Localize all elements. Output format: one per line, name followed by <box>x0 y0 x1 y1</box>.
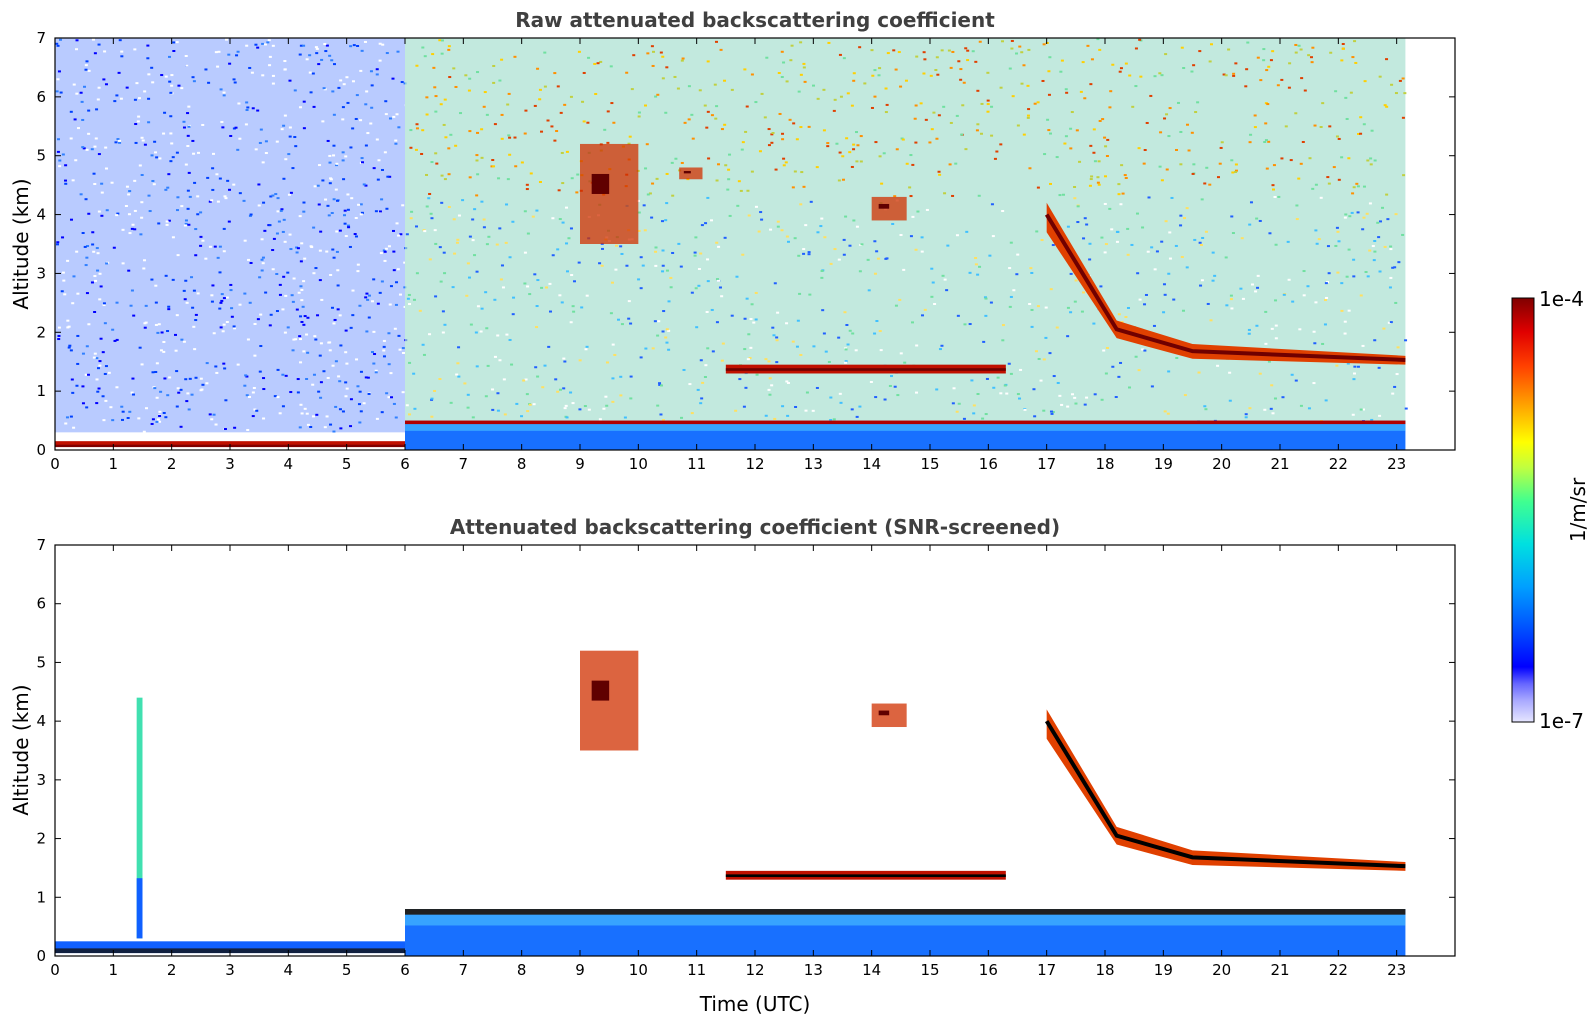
feature-noisy-background-low-snr <box>55 38 408 433</box>
y-tick-label: 5 <box>36 147 46 165</box>
y-tick-label: 0 <box>36 441 46 459</box>
x-tick-label: 0 <box>50 961 60 979</box>
x-tick-label: 15 <box>920 961 939 979</box>
panel-raw-heatmap <box>55 38 1408 450</box>
x-tick-label: 12 <box>745 961 764 979</box>
feature-vertical-plume <box>136 697 143 939</box>
y-tick-label: 3 <box>36 264 46 282</box>
panel-screened-ylabel: Altitude (km) <box>9 684 33 815</box>
feature-aerosol-patch <box>679 167 703 180</box>
y-tick-label: 7 <box>36 29 46 47</box>
x-tick-label: 19 <box>1154 961 1173 979</box>
y-tick-label: 6 <box>36 595 46 613</box>
x-tick-label: 11 <box>687 961 706 979</box>
x-tick-label: 22 <box>1329 455 1348 473</box>
feature-aerosol-patch <box>580 650 639 751</box>
colorbar-max-label: 1e-4 <box>1539 287 1584 311</box>
x-tick-label: 2 <box>167 961 177 979</box>
x-tick-label: 6 <box>400 961 410 979</box>
x-tick-label: 20 <box>1212 455 1231 473</box>
x-tick-label: 18 <box>1095 961 1114 979</box>
x-tick-label: 9 <box>575 455 585 473</box>
x-tick-label: 12 <box>745 455 764 473</box>
feature-cloud-layer <box>725 364 1006 374</box>
x-tick-label: 0 <box>50 455 60 473</box>
x-tick-label: 18 <box>1095 455 1114 473</box>
x-tick-label: 6 <box>400 455 410 473</box>
y-tick-label: 4 <box>36 206 46 224</box>
x-tick-label: 1 <box>109 961 119 979</box>
panel-raw-axes: 0 1 2 3 4 5 6 7 8 9 10 11 12 13 14 15 16 17 18 19 20 21 22 2301… <box>36 29 1455 473</box>
y-tick-label: 7 <box>36 536 46 554</box>
feature-cloud-layer <box>1044 709 1406 871</box>
panel-raw-title: Raw attenuated backscattering coefficien… <box>515 8 995 32</box>
x-tick-label: 3 <box>225 961 235 979</box>
x-tick-label: 23 <box>1387 455 1406 473</box>
x-tick-label: 13 <box>804 455 823 473</box>
x-tick-label: 14 <box>862 455 881 473</box>
y-tick-label: 3 <box>36 771 46 789</box>
panel-screened-title: Attenuated backscattering coefficient (S… <box>450 515 1060 539</box>
colorbar-gradient <box>1511 297 1535 723</box>
x-tick-label: 10 <box>629 455 648 473</box>
panel-screened-xlabel: Time (UTC) <box>699 992 811 1016</box>
x-tick-label: 16 <box>979 455 998 473</box>
x-tick-label: 21 <box>1270 961 1289 979</box>
feature-noisy-background-high-snr <box>405 38 1408 434</box>
y-tick-label: 0 <box>36 947 46 965</box>
feature-boundary-layer <box>405 420 1406 450</box>
x-tick-label: 19 <box>1154 455 1173 473</box>
panel-screened-frame <box>54 544 1456 957</box>
x-tick-label: 4 <box>284 455 294 473</box>
feature-boundary-layer <box>405 909 1406 956</box>
panel-screened-heatmap <box>55 650 1406 956</box>
y-tick-label: 6 <box>36 88 46 106</box>
y-tick-label: 1 <box>36 888 46 906</box>
x-tick-label: 9 <box>575 961 585 979</box>
x-tick-label: 23 <box>1387 961 1406 979</box>
x-tick-label: 3 <box>225 455 235 473</box>
x-tick-label: 16 <box>979 961 998 979</box>
x-tick-label: 1 <box>109 455 119 473</box>
colorbar-min-label: 1e-7 <box>1539 709 1584 733</box>
feature-aerosol-patch <box>871 703 907 728</box>
x-tick-label: 15 <box>920 455 939 473</box>
x-tick-label: 7 <box>459 455 469 473</box>
colorbar: 1e-4 1e-7 1/m/sr <box>1511 287 1590 733</box>
x-tick-label: 7 <box>459 961 469 979</box>
y-tick-label: 1 <box>36 382 46 400</box>
panel-raw-ylabel: Altitude (km) <box>9 178 33 309</box>
x-tick-label: 20 <box>1212 961 1231 979</box>
panel-raw: Raw attenuated backscattering coefficien… <box>9 8 1456 473</box>
x-tick-label: 10 <box>629 961 648 979</box>
x-tick-label: 13 <box>804 961 823 979</box>
x-tick-label: 14 <box>862 961 881 979</box>
feature-cloud-layer <box>1044 202 1406 365</box>
x-tick-label: 5 <box>342 961 352 979</box>
x-tick-label: 8 <box>517 455 527 473</box>
panel-screened: Attenuated backscattering coefficient (S… <box>9 515 1456 1016</box>
feature-cloud-layer <box>725 870 1006 880</box>
x-tick-label: 4 <box>284 961 294 979</box>
x-tick-label: 5 <box>342 455 352 473</box>
y-tick-label: 5 <box>36 653 46 671</box>
feature-aerosol-patch <box>871 196 907 221</box>
y-tick-label: 2 <box>36 323 46 341</box>
x-tick-label: 21 <box>1270 455 1289 473</box>
x-tick-label: 17 <box>1037 455 1056 473</box>
x-tick-label: 17 <box>1037 961 1056 979</box>
y-tick-label: 2 <box>36 830 46 848</box>
x-tick-label: 22 <box>1329 961 1348 979</box>
panel-screened-axes: 0 1 2 3 4 5 6 7 8 9 10 11 12 13 14 15 16 17 18 19 20 21 22 2301… <box>36 536 1455 979</box>
x-tick-label: 8 <box>517 961 527 979</box>
x-tick-label: 2 <box>167 455 177 473</box>
y-tick-label: 4 <box>36 712 46 730</box>
x-tick-label: 11 <box>687 455 706 473</box>
colorbar-unit-label: 1/m/sr <box>1566 477 1590 542</box>
feature-aerosol-patch <box>580 143 639 244</box>
